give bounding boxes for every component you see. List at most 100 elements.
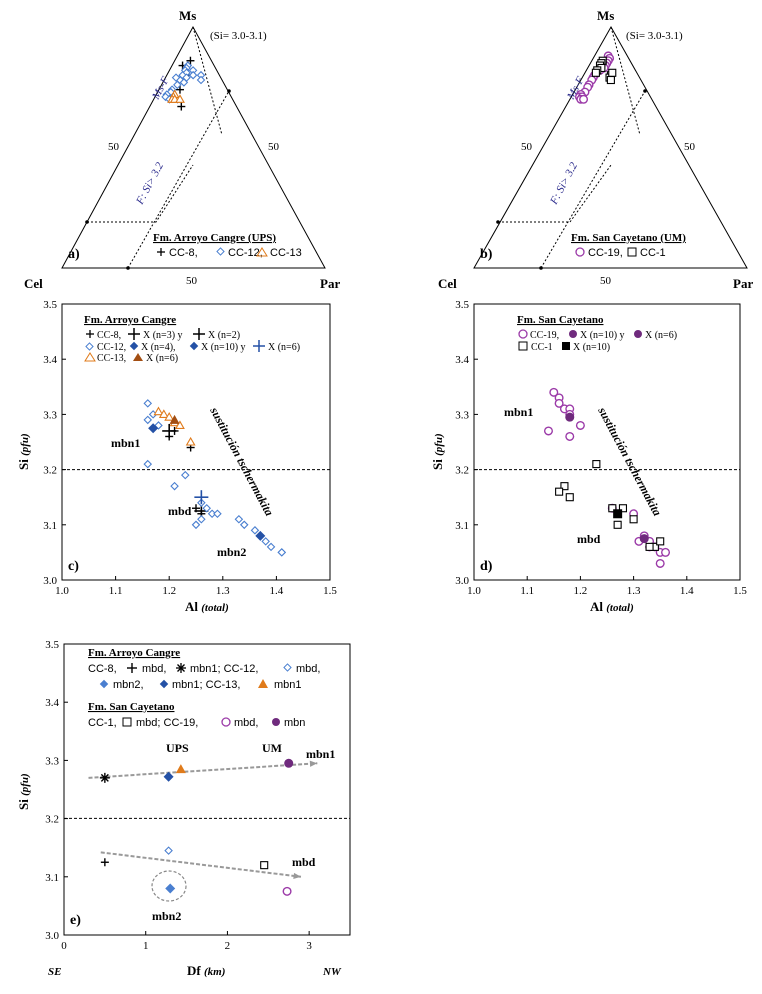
data-point-cc-12 — [173, 80, 182, 90]
data-point-cc-8-mbn1 — [99, 772, 110, 783]
x-tick-label: 0 — [61, 940, 67, 952]
y-axis-label: Si (pfu) — [16, 433, 31, 470]
data-point-cc-8-mbd — [100, 858, 109, 867]
data-point-cc-1 — [591, 68, 600, 77]
data-point-cc-19 — [554, 398, 564, 408]
legend-swatch-plus — [86, 330, 94, 338]
y-tick-label: 3.2 — [43, 465, 57, 477]
legend-label: mbd, — [296, 663, 320, 675]
legend-swatch-triangle-filled — [258, 679, 268, 688]
data-point-cc-19 — [579, 94, 589, 104]
legend-title: Fm. Arroyo Cangre (UPS) — [153, 232, 276, 244]
data-point-cc-13 — [164, 412, 175, 421]
legend-label: X (n=2) — [208, 330, 240, 341]
legend-label: mbd, — [234, 717, 258, 729]
data-point-cc-12 — [143, 399, 153, 408]
legend-label: CC-13, — [97, 353, 126, 364]
panel-c: 1.0 1.1 1.2 1.3 1.4 1.5 3.0 3.1 3.2 3.3 3.4 3.5 Al … — [16, 299, 337, 614]
legend-swatch-diamond-filled — [129, 341, 139, 351]
vertex-dot — [539, 266, 543, 270]
legend-label: mbn1; CC-12, — [190, 663, 258, 675]
x-tick-label: 1.2 — [162, 585, 176, 597]
legend-swatch-circle — [575, 247, 585, 257]
data-point-cc-12 — [191, 520, 201, 530]
legend-label: X (n=10) y — [580, 330, 625, 341]
data-point-cc-19 — [575, 420, 585, 430]
legend-title: Fm. Arroyo Cangre — [84, 314, 176, 326]
legend-label: CC-12, — [228, 247, 263, 259]
legend-label: CC-19, — [530, 330, 559, 341]
panel-label-c: c) — [68, 559, 79, 574]
si-range-note: (Si= 3.0-3.1) — [626, 30, 683, 42]
x-tick-label: 1.0 — [467, 585, 481, 597]
y-tick-label: 3.5 — [45, 639, 59, 651]
y-tick-label: 3.2 — [45, 814, 59, 826]
legend-swatch-plus — [127, 663, 137, 673]
vertex-label-cel: Cel — [24, 276, 43, 291]
x-tick-label: 1.5 — [733, 585, 747, 597]
legend-title: Fm. San Cayetano — [517, 314, 604, 326]
plot-area-e — [99, 758, 294, 896]
data-point-cc-19 — [661, 547, 671, 557]
annotation-ups: UPS — [166, 741, 189, 755]
y-tick-label: 3.1 — [455, 520, 469, 532]
legend-label: CC-8, — [97, 330, 121, 341]
annotation-mbd: mbd — [577, 532, 601, 546]
data-point-cc-1 — [565, 493, 574, 502]
legend-swatch-circle — [518, 329, 528, 339]
vertex-label-par: Par — [733, 276, 753, 291]
x-tick-label: 1.4 — [270, 585, 284, 597]
y-tick-label: 3.4 — [43, 354, 57, 366]
legend-swatch-triangle — [256, 247, 268, 257]
ternary-triangle — [61, 25, 326, 269]
legend-label: CC-1 — [640, 247, 666, 259]
y-tick-label: 3.4 — [45, 697, 59, 709]
data-point-cc-12 — [179, 78, 189, 87]
legend-title: Fm. San Cayetano (UM) — [571, 232, 686, 244]
data-point-cc-19 — [543, 426, 553, 436]
legend-label: CC-1 — [531, 342, 553, 353]
data-point-cc-12 — [261, 537, 270, 546]
trend-arrowhead — [293, 872, 301, 879]
data-point-cc-19-x-n-10- — [565, 412, 575, 422]
legend-swatch-diamond-filled — [159, 679, 169, 689]
legend-label: CC-8, — [88, 663, 117, 675]
field-label-f: F: Si> 3.2 — [134, 160, 167, 207]
data-point-cc-12 — [202, 503, 211, 513]
x-tick-label: 1.3 — [627, 585, 641, 597]
annotation-mbn1: mbn1 — [111, 436, 140, 450]
legend-row-1: CC-8, mbd, mbn1; CC-12, mbd, — [88, 663, 320, 675]
data-point-cc-12-mbn2 — [165, 883, 176, 894]
panel-d: 1.0 1.1 1.2 1.3 1.4 1.5 3.0 3.1 3.2 3.3 3.4 3.5 Al … — [430, 299, 747, 614]
y-tick-label: 3.4 — [455, 354, 469, 366]
data-point-cc-12-x-n-4- — [148, 423, 159, 434]
legend-label: X (n=6) — [645, 330, 677, 341]
field-boundary-ms — [192, 26, 223, 136]
vertex-dot — [496, 220, 500, 224]
legend-swatch-asterisk — [176, 663, 186, 673]
annotation-um: UM — [262, 741, 282, 755]
annotation-mbn2: mbn2 — [217, 545, 246, 559]
data-point-cc-19-mbd — [282, 886, 292, 896]
data-point-cc-12 — [196, 75, 206, 85]
legend-swatch-plus-large — [128, 328, 140, 340]
data-point-cc-8-x-n-3- — [162, 423, 177, 438]
panel-e: 0 1 2 33.03.13.23.33.43.5 Df (km) Si (pfu) … — [16, 639, 351, 978]
tick-label-50: 50 — [684, 141, 696, 153]
data-point-cc-19 — [655, 558, 665, 568]
data-point-cc-12-x-n-6- — [255, 530, 266, 541]
vertex-label-ms: Ms — [597, 8, 614, 23]
legend-swatch-plus-large — [193, 328, 205, 340]
axis-ticks-d: 1.0 1.1 1.2 1.3 1.4 1.5 3.0 3.1 3.2 3.3 3.4 3.5 — [455, 299, 747, 597]
data-point-cc-1 — [618, 504, 628, 513]
data-point-cc-12 — [143, 415, 153, 425]
data-point-cc-1 — [608, 68, 617, 77]
y-tick-label: 3.2 — [455, 465, 469, 477]
trend-line-mbd — [100, 851, 302, 878]
axis-ticks-e: 0 1 2 3 3.0 3.1 3.2 3.3 3.4 3.5 — [45, 639, 312, 952]
panel-label-d: d) — [480, 559, 493, 574]
plot-frame — [61, 303, 331, 581]
x-tick-label: 2 — [225, 940, 231, 952]
legend-swatch-circle-filled — [569, 330, 577, 338]
data-point-cc-1 — [555, 487, 564, 496]
